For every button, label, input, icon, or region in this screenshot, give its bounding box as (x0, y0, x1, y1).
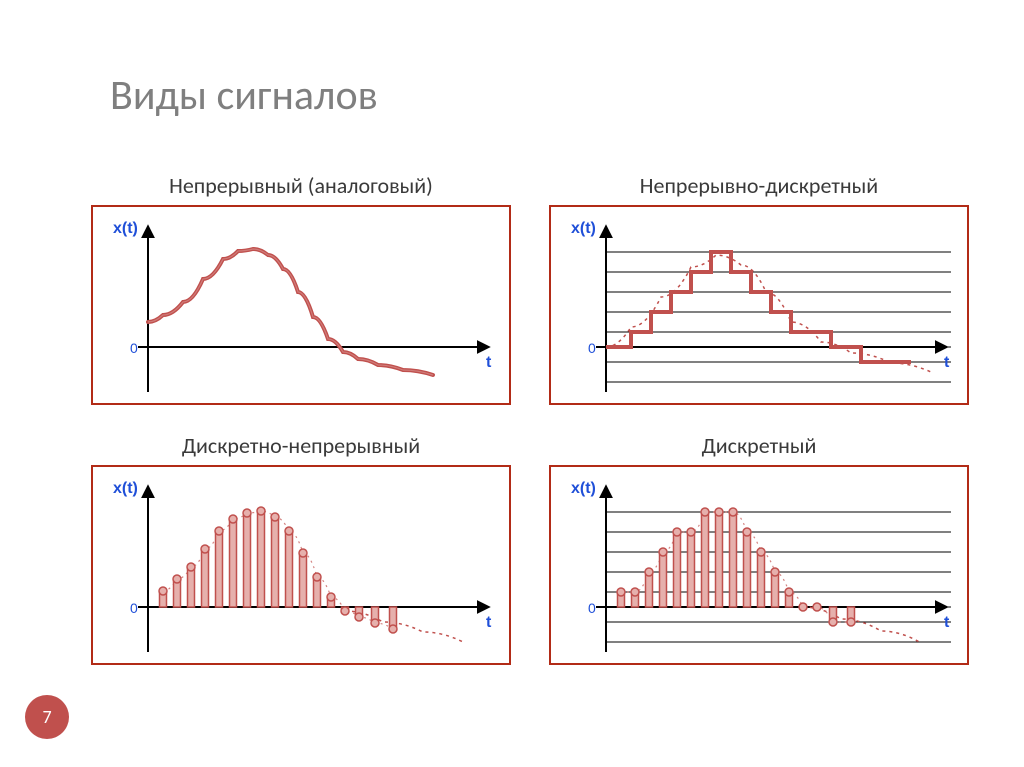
slide-title: Виды сигналов (110, 70, 378, 121)
panel-label: Дискретно-непрерывный (182, 432, 420, 459)
svg-text:t: t (486, 354, 492, 371)
panel-digital: Дискретный x(t) t 0 (530, 422, 988, 682)
svg-text:x(t): x(t) (113, 220, 138, 237)
panel-label: Непрерывно-дискретный (640, 172, 878, 199)
chart-grid: Непрерывный (аналоговый) x(t) t 0 Непрерыв… (72, 162, 988, 682)
panel-analog: Непрерывный (аналоговый) x(t) t 0 (72, 162, 530, 422)
svg-text:t: t (486, 614, 492, 631)
plot-sampled: x(t) t 0 (91, 465, 511, 665)
svg-text:0: 0 (130, 340, 138, 356)
svg-text:0: 0 (588, 340, 596, 356)
svg-text:x(t): x(t) (571, 480, 596, 497)
svg-text:t: t (944, 614, 950, 631)
panel-label: Дискретный (702, 432, 817, 459)
svg-text:0: 0 (130, 600, 138, 616)
slide-number-badge: 7 (25, 695, 69, 739)
svg-text:x(t): x(t) (571, 220, 596, 237)
slide-number: 7 (42, 706, 51, 728)
svg-text:x(t): x(t) (113, 480, 138, 497)
panel-sampled: Дискретно-непрерывный x(t) t 0 (72, 422, 530, 682)
svg-text:t: t (944, 354, 950, 371)
plot-digital: x(t) t 0 (549, 465, 969, 665)
svg-text:0: 0 (588, 600, 596, 616)
plot-quantized: x(t) t 0 (549, 205, 969, 405)
panel-quantized: Непрерывно-дискретный x(t) t 0 (530, 162, 988, 422)
plot-analog: x(t) t 0 (91, 205, 511, 405)
panel-label: Непрерывный (аналоговый) (169, 172, 433, 199)
